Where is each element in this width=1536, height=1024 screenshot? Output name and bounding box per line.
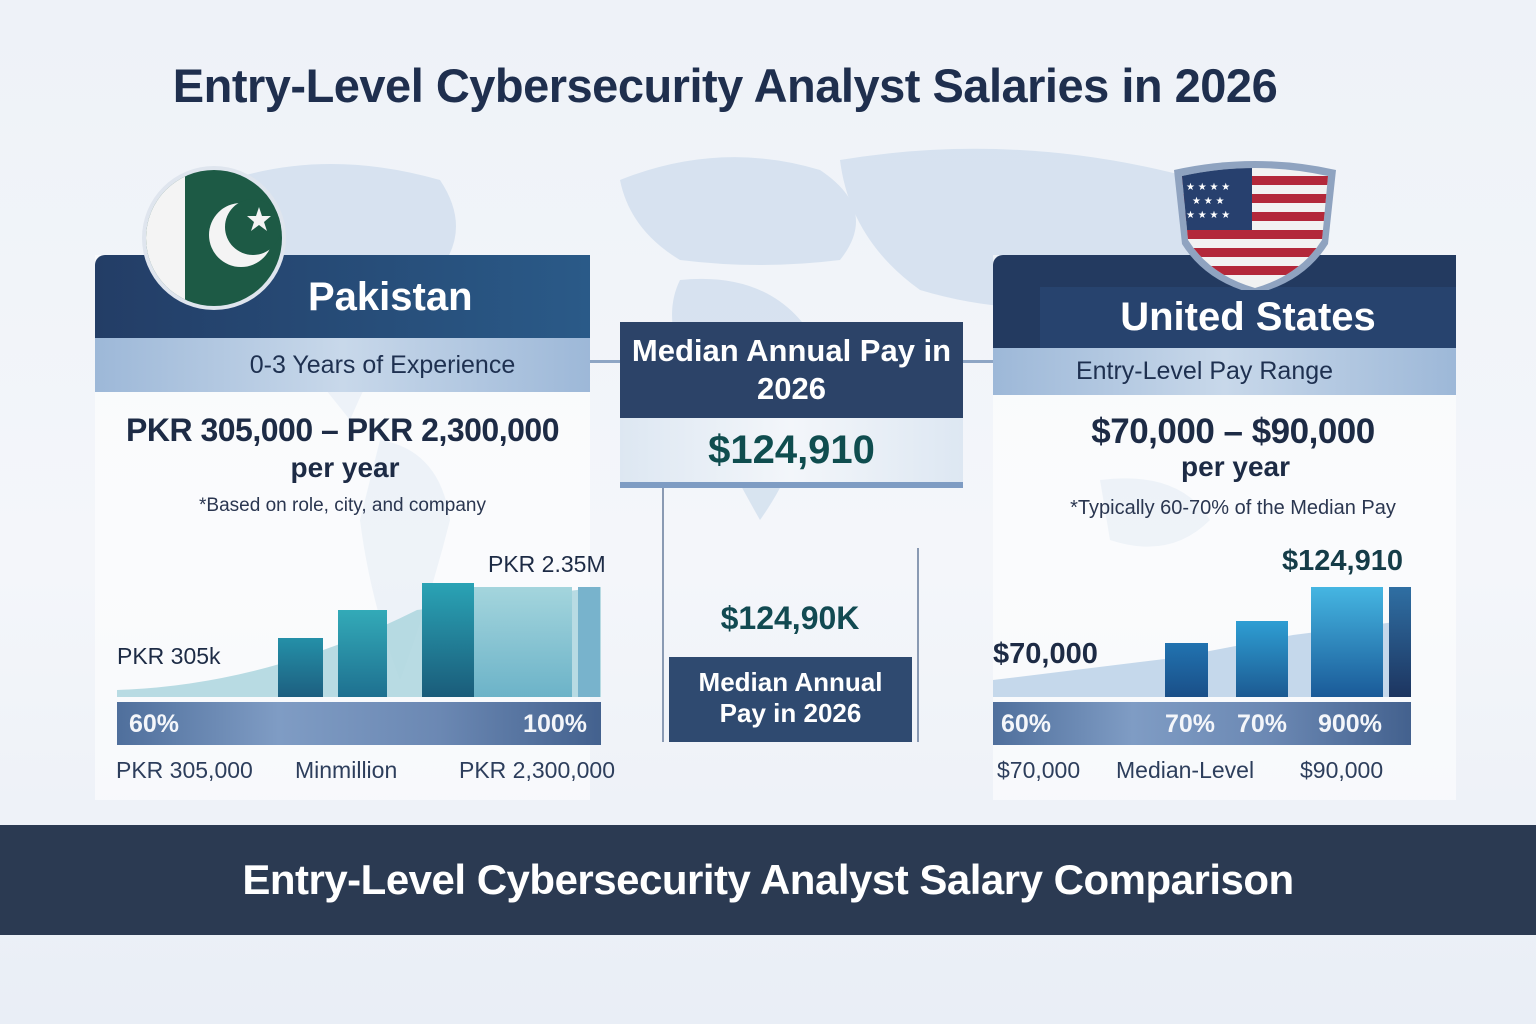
svg-text:★ ★ ★ ★: ★ ★ ★ ★ (1186, 182, 1230, 193)
us-pct-1: 60% (1001, 710, 1052, 738)
pakistan-axis-max: PKR 2,300,000 (459, 757, 616, 783)
us-per-year: per year (1181, 451, 1290, 482)
svg-text:★ ★ ★: ★ ★ ★ (1192, 196, 1224, 207)
us-range: $70,000 – $90,000 (1091, 412, 1375, 451)
pakistan-per-year: per year (290, 452, 400, 483)
median-value-short: $124,90K (720, 600, 860, 636)
pakistan-note: *Based on role, city, and company (199, 495, 486, 516)
us-name: United States (1040, 287, 1456, 348)
pakistan-pct-left: 60% (129, 710, 180, 738)
pakistan-pct-right: 100% (523, 710, 587, 738)
us-chart-low: $70,000 (993, 638, 1098, 670)
pakistan-chart-high: PKR 2.35M (488, 551, 606, 577)
us-bar-3 (1311, 587, 1383, 697)
us-pct-2: 70% (1165, 710, 1216, 738)
center-line-right (917, 548, 919, 742)
pakistan-axis-mid: Minmillion (295, 757, 398, 783)
us-bar-1 (1165, 643, 1208, 697)
pakistan-percent-bar: 60% 100% (117, 702, 601, 745)
bottom-banner: Entry-Level Cybersecurity Analyst Salary… (0, 825, 1536, 935)
pakistan-bar-3 (422, 583, 474, 697)
pakistan-bar-2 (338, 610, 387, 697)
median-footer: Median Annual Pay in 2026 (669, 657, 912, 742)
us-pct-3: 70% (1237, 710, 1288, 738)
connector-right (963, 360, 993, 363)
pakistan-flag-icon (142, 166, 286, 310)
us-bar-4 (1389, 587, 1411, 697)
us-bar-2 (1236, 621, 1288, 697)
median-value-underline (620, 482, 963, 488)
pakistan-name: Pakistan (308, 275, 473, 319)
us-axis-max: $90,000 (1300, 757, 1384, 783)
svg-text:★ ★ ★ ★: ★ ★ ★ ★ (1186, 210, 1230, 221)
us-chart-high: $124,910 (1282, 545, 1403, 577)
pakistan-axis-min: PKR 305,000 (116, 757, 253, 783)
median-value: $124,910 (620, 418, 963, 482)
pakistan-bar-4 (474, 587, 572, 697)
us-axis-min: $70,000 (997, 757, 1081, 783)
pakistan-bar-1 (278, 638, 323, 697)
pakistan-range: PKR 305,000 – PKR 2,300,000 (125, 412, 560, 448)
connector-left (590, 360, 620, 363)
us-subtitle: Entry-Level Pay Range (993, 348, 1456, 395)
us-flag-shield-icon: ★ ★ ★ ★ ★ ★ ★ ★ ★ ★ ★ (1174, 161, 1336, 290)
median-heading: Median Annual Pay in 2026 (620, 322, 963, 418)
pakistan-chart-low: PKR 305k (117, 643, 221, 669)
pakistan-subtitle: 0-3 Years of Experience (95, 338, 590, 392)
us-pct-4: 900% (1318, 710, 1382, 738)
us-percent-bar: 60% 70% 70% 900% (993, 702, 1411, 745)
page-title: Entry-Level Cybersecurity Analyst Salari… (172, 59, 1278, 112)
center-line-left (662, 488, 664, 742)
us-axis-mid: Median-Level (1116, 757, 1255, 783)
us-note: *Typically 60-70% of the Median Pay (1070, 497, 1396, 519)
pakistan-bar-5 (578, 587, 600, 697)
